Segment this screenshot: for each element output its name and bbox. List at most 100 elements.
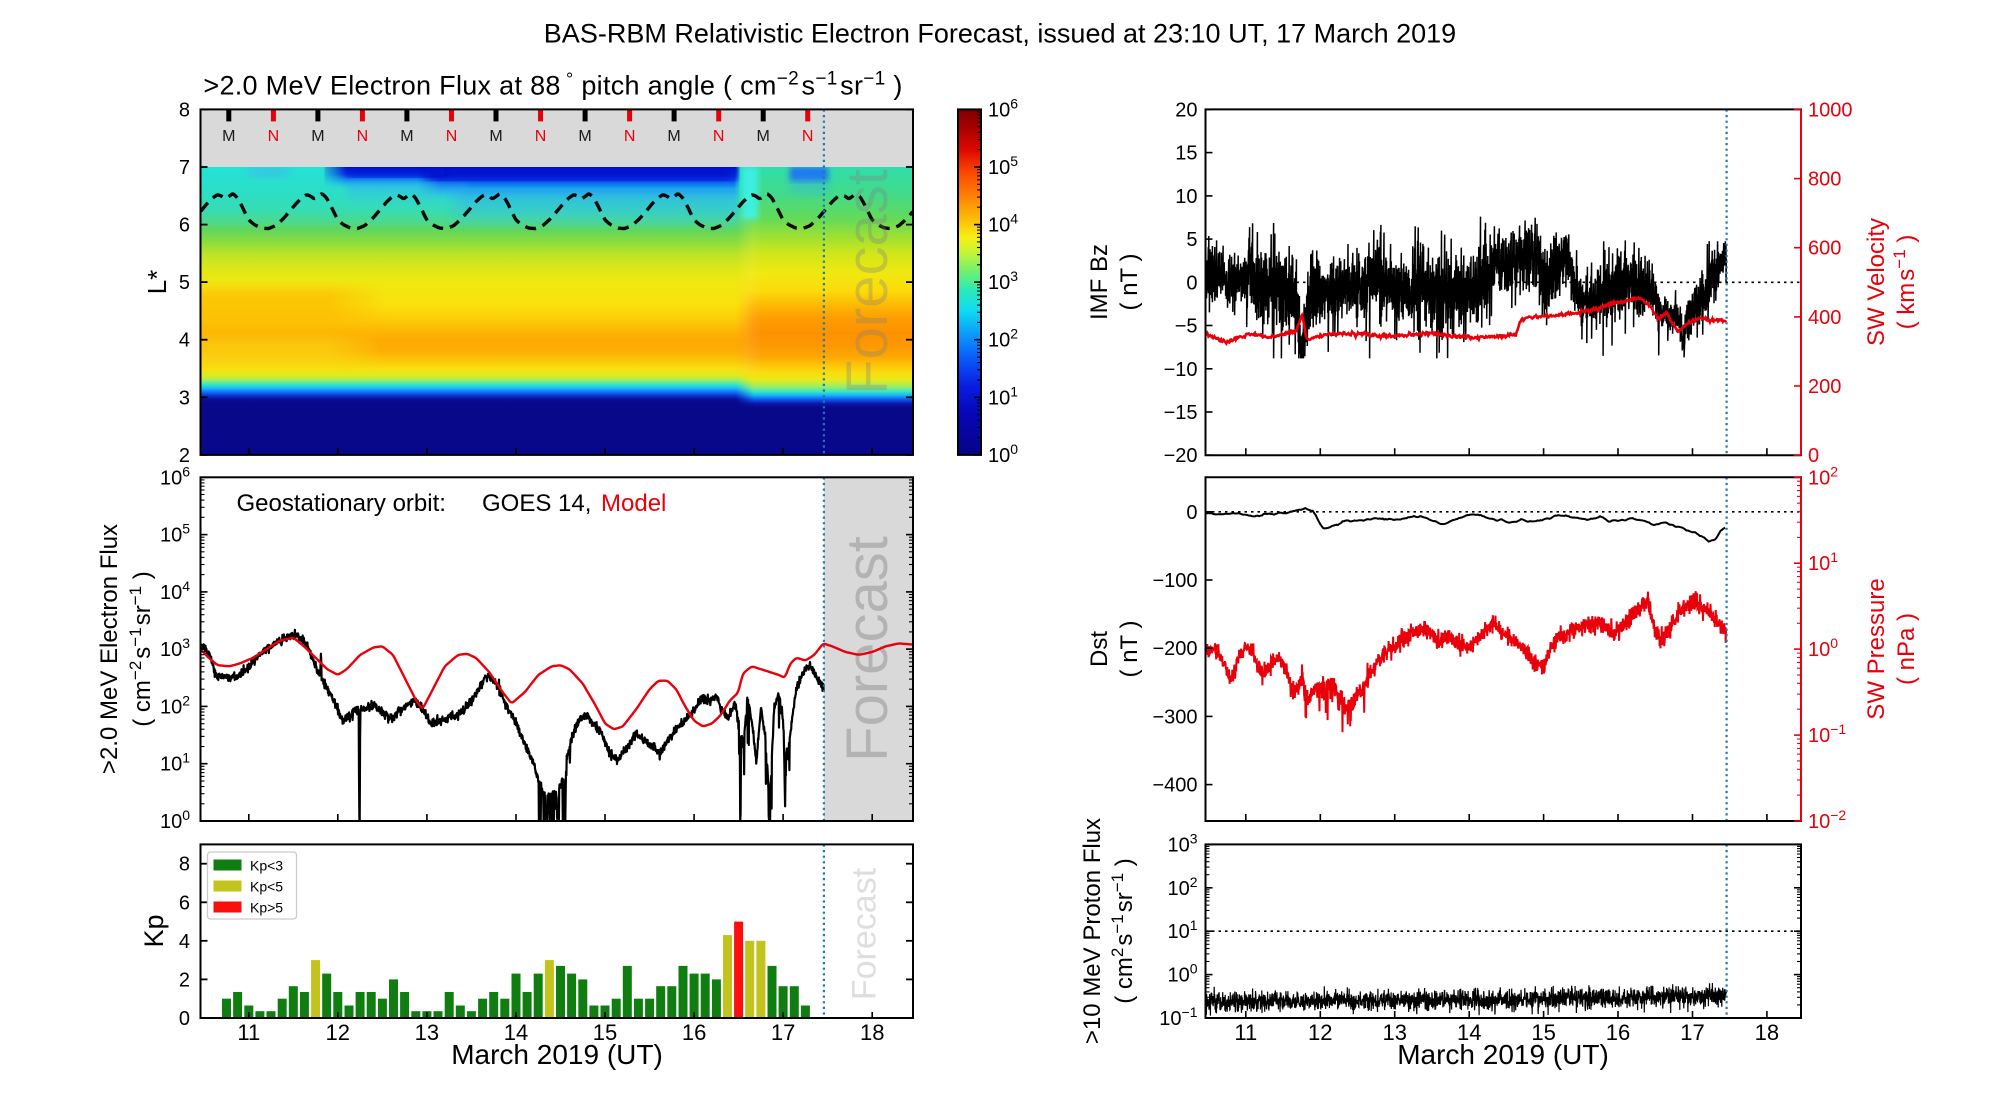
svg-text:Kp<3: Kp<3 — [250, 858, 283, 874]
svg-text:20: 20 — [1175, 99, 1197, 121]
svg-text:N: N — [357, 128, 369, 145]
svg-text:L*: L* — [142, 270, 172, 295]
svg-text:11: 11 — [1234, 1020, 1257, 1045]
svg-text:105: 105 — [160, 521, 190, 547]
svg-text:102: 102 — [1808, 463, 1838, 489]
svg-text:M: M — [311, 128, 324, 145]
svg-text:−20: −20 — [1164, 445, 1198, 467]
svg-text:5: 5 — [179, 272, 190, 294]
svg-text:103: 103 — [988, 268, 1018, 294]
svg-text:0: 0 — [1808, 445, 1819, 467]
svg-text:16: 16 — [682, 1020, 706, 1045]
svg-text:>2.0 MeV Electron Flux: >2.0 MeV Electron Flux — [96, 524, 123, 774]
svg-text:17: 17 — [1680, 1020, 1704, 1045]
svg-text:( cm−2 s−1 sr−1 ): ( cm−2 s−1 sr−1 ) — [126, 571, 156, 727]
svg-text:105: 105 — [988, 153, 1018, 179]
svg-text:17: 17 — [771, 1020, 795, 1045]
svg-text:7: 7 — [179, 157, 190, 179]
svg-text:Forecast: Forecast — [835, 169, 900, 395]
svg-text:10−2: 10−2 — [1808, 807, 1846, 833]
svg-text:12: 12 — [1308, 1020, 1332, 1045]
svg-text:100: 100 — [1808, 635, 1838, 661]
svg-text:−10: −10 — [1164, 359, 1198, 381]
svg-text:16: 16 — [1606, 1020, 1630, 1045]
svg-text:8: 8 — [179, 99, 190, 121]
svg-text:100: 100 — [160, 807, 190, 833]
svg-text:0: 0 — [1186, 272, 1197, 294]
svg-text:106: 106 — [160, 463, 190, 489]
svg-text:IMF Bz: IMF Bz — [1086, 244, 1113, 320]
svg-text:600: 600 — [1808, 238, 1841, 260]
svg-text:100: 100 — [1167, 961, 1197, 987]
svg-text:N: N — [624, 128, 636, 145]
svg-text:6: 6 — [179, 892, 190, 914]
svg-text:SW Velocity: SW Velocity — [1863, 218, 1890, 346]
svg-text:SW Pressure: SW Pressure — [1863, 578, 1890, 719]
svg-text:M: M — [489, 128, 502, 145]
svg-text:GOES 14,: GOES 14, — [482, 490, 591, 517]
svg-text:100: 100 — [988, 441, 1018, 467]
svg-text:−5: −5 — [1175, 316, 1198, 338]
svg-text:M: M — [222, 128, 235, 145]
svg-text:Dst: Dst — [1086, 631, 1113, 667]
svg-text:18: 18 — [860, 1020, 884, 1045]
svg-text:13: 13 — [415, 1020, 439, 1045]
svg-text:15: 15 — [1175, 143, 1197, 165]
svg-text:13: 13 — [1382, 1020, 1406, 1045]
svg-text:Geostationary orbit:: Geostationary orbit: — [237, 490, 446, 517]
svg-text:Kp: Kp — [139, 914, 169, 947]
svg-text:4: 4 — [179, 931, 190, 953]
svg-text:−100: −100 — [1152, 570, 1197, 592]
svg-text:( cm2 s−1 sr−1 ): ( cm2 s−1 sr−1 ) — [1108, 858, 1138, 1004]
svg-text:Model: Model — [601, 490, 666, 517]
svg-text:10: 10 — [1175, 186, 1197, 208]
svg-text:Kp<5: Kp<5 — [250, 879, 283, 895]
svg-text:10−1: 10−1 — [1808, 721, 1846, 747]
svg-text:103: 103 — [1167, 830, 1197, 856]
svg-text:0: 0 — [179, 1008, 190, 1030]
svg-text:0: 0 — [1186, 502, 1197, 524]
svg-text:−15: −15 — [1164, 402, 1198, 424]
svg-text:−400: −400 — [1152, 775, 1197, 797]
svg-text:101: 101 — [1167, 917, 1197, 943]
svg-text:10−1: 10−1 — [1159, 1004, 1197, 1030]
svg-text:14: 14 — [504, 1020, 528, 1045]
svg-text:N: N — [802, 128, 814, 145]
svg-text:104: 104 — [988, 211, 1018, 237]
svg-text:M: M — [578, 128, 591, 145]
svg-text:( nT ): ( nT ) — [1116, 254, 1143, 311]
svg-text:4: 4 — [179, 330, 190, 352]
svg-text:March 2019 (UT): March 2019 (UT) — [1397, 1039, 1609, 1070]
svg-text:Forecast: Forecast — [835, 536, 900, 762]
svg-text:( nPa ): ( nPa ) — [1893, 613, 1920, 685]
svg-text:103: 103 — [160, 635, 190, 661]
svg-text:11: 11 — [237, 1020, 260, 1045]
svg-text:18: 18 — [1755, 1020, 1779, 1045]
svg-text:1000: 1000 — [1808, 99, 1853, 121]
svg-text:N: N — [268, 128, 280, 145]
svg-text:12: 12 — [326, 1020, 350, 1045]
svg-text:5: 5 — [1186, 229, 1197, 251]
svg-text:101: 101 — [988, 383, 1018, 409]
svg-text:8: 8 — [179, 854, 190, 876]
svg-text:3: 3 — [179, 387, 190, 409]
svg-text:102: 102 — [160, 692, 190, 718]
svg-text:>2.0 MeV Electron Flux at 88 °: >2.0 MeV Electron Flux at 88 ° pitch ang… — [203, 69, 902, 101]
svg-text:15: 15 — [1531, 1020, 1555, 1045]
svg-text:800: 800 — [1808, 169, 1841, 191]
svg-text:104: 104 — [160, 578, 190, 604]
svg-text:M: M — [667, 128, 680, 145]
svg-text:−200: −200 — [1152, 638, 1197, 660]
svg-text:M: M — [400, 128, 413, 145]
svg-text:200: 200 — [1808, 376, 1841, 398]
svg-text:102: 102 — [1167, 874, 1197, 900]
svg-text:Forecast: Forecast — [846, 867, 884, 1000]
svg-text:15: 15 — [593, 1020, 617, 1045]
svg-text:N: N — [713, 128, 725, 145]
svg-text:M: M — [757, 128, 770, 145]
svg-text:March 2019 (UT): March 2019 (UT) — [451, 1039, 663, 1070]
svg-text:Kp>5: Kp>5 — [250, 900, 283, 916]
svg-text:6: 6 — [179, 215, 190, 237]
svg-text:106: 106 — [988, 95, 1018, 121]
svg-text:BAS-RBM Relativistic Electron: BAS-RBM Relativistic Electron Forecast, … — [544, 19, 1456, 49]
